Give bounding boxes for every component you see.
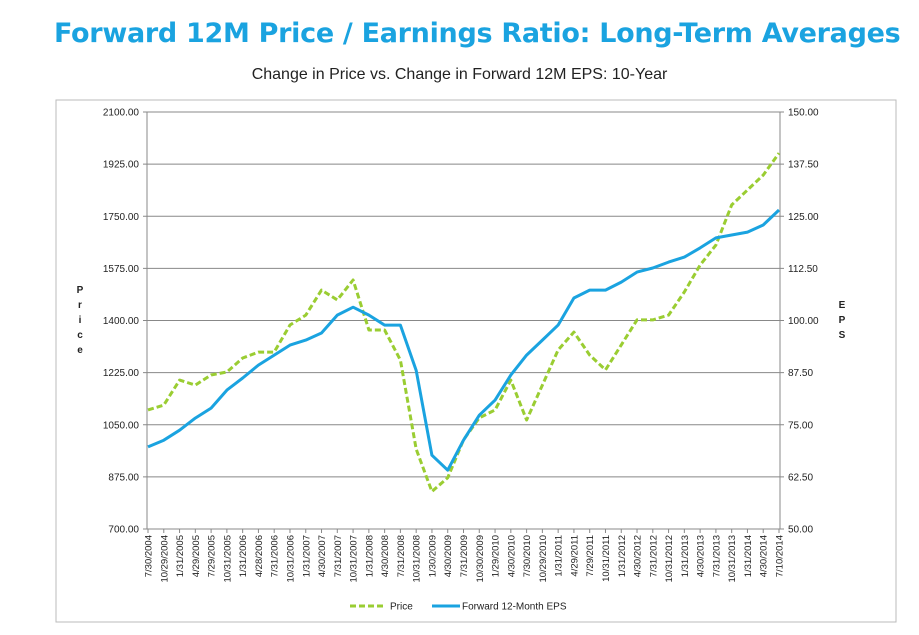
y2-tick-label: 50.00	[788, 525, 813, 536]
x-tick-label: 7/10/2014	[775, 535, 786, 577]
x-tick-label: 1/31/2012	[617, 535, 628, 577]
y2-tick-label: 100.00	[788, 316, 819, 327]
x-tick-label: 1/30/2009	[427, 535, 438, 577]
y2-tick-label: 137.50	[788, 160, 819, 171]
legend-label: Price	[390, 602, 413, 613]
x-tick-label: 1/31/2008	[364, 535, 375, 577]
x-tick-label: 4/30/2012	[633, 535, 644, 577]
x-tick-label: 10/31/2005	[222, 535, 233, 583]
x-tick-label: 7/29/2005	[207, 535, 218, 577]
x-tick-label: 4/30/2009	[443, 535, 454, 577]
chart-frame	[55, 99, 897, 623]
x-tick-label: 1/31/2011	[554, 535, 565, 577]
legend: Price Forward 12-Month EPS	[350, 602, 567, 613]
page-title: Forward 12M Price / Earnings Ratio: Long…	[54, 18, 901, 49]
x-tick-label: 1/31/2005	[175, 535, 186, 577]
x-tick-label: 1/31/2014	[743, 535, 754, 577]
y-tick-label: 1750.00	[103, 212, 140, 223]
x-tick-label: 10/31/2012	[664, 535, 675, 583]
x-tick-label: 10/31/2008	[412, 535, 423, 583]
x-tick-label: 10/31/2007	[349, 535, 360, 583]
x-tick-label: 10/31/2011	[601, 535, 612, 582]
x-tick-label: 1/31/2007	[301, 535, 312, 577]
y2-tick-label: 62.50	[788, 472, 813, 483]
y-tick-label: 700.00	[108, 525, 139, 536]
x-tick-label: 1/31/2013	[680, 535, 691, 577]
x-tick-label: 7/31/2008	[396, 535, 407, 577]
x-tick-label: 7/31/2012	[648, 535, 659, 577]
x-tick-label: 7/31/2007	[333, 535, 344, 577]
x-tick-label: 10/30/2009	[475, 535, 486, 583]
y2-tick-label: 125.00	[788, 212, 819, 223]
y-tick-label: 875.00	[108, 472, 139, 483]
y-tick-label: 1400.00	[103, 316, 140, 327]
y-tick-label: 1225.00	[103, 368, 140, 379]
x-tick-label: 7/30/2004	[144, 535, 155, 577]
x-tick-label: 10/29/2004	[159, 535, 170, 583]
x-tick-label: 10/31/2006	[285, 535, 296, 583]
y-tick-label: 2100.00	[103, 108, 140, 119]
x-tick-label: 7/31/2009	[459, 535, 470, 577]
x-tick-label: 10/29/2010	[538, 535, 549, 583]
x-tick-label: 4/28/2006	[254, 535, 265, 577]
x-tick-label: 4/30/2013	[696, 535, 707, 577]
y2-tick-label: 75.00	[788, 420, 813, 431]
chart-title: Change in Price vs. Change in Forward 12…	[251, 66, 668, 83]
y-tick-label: 1050.00	[103, 420, 140, 431]
legend-label: Forward 12-Month EPS	[462, 602, 567, 613]
x-tick-label: 1/31/2006	[238, 535, 249, 577]
series-line-forward-12-month-eps	[147, 208, 781, 472]
x-tick-label: 7/29/2011	[585, 535, 596, 577]
x-tick-label: 4/30/2010	[506, 535, 517, 577]
x-tick-label: 1/29/2010	[491, 535, 502, 577]
x-tick-label: 4/29/2011	[569, 535, 580, 577]
y2-tick-label: 87.50	[788, 368, 813, 379]
x-tick-label: 4/29/2005	[191, 535, 202, 577]
x-tick-label: 4/30/2008	[380, 535, 391, 577]
x-tick-label: 7/30/2010	[522, 535, 533, 577]
y-tick-label: 1925.00	[103, 160, 140, 171]
x-tick-label: 10/31/2013	[727, 535, 738, 583]
x-tick-label: 4/30/2007	[317, 535, 328, 577]
y2-tick-label: 112.50	[788, 264, 818, 275]
series-line-price	[147, 152, 781, 493]
y-tick-label: 1575.00	[103, 264, 140, 275]
x-tick-label: 7/31/2013	[711, 535, 722, 577]
y2-tick-label: 150.00	[788, 108, 819, 119]
x-tick-label: 7/31/2006	[270, 535, 281, 577]
x-tick-label: 4/30/2014	[759, 535, 770, 577]
